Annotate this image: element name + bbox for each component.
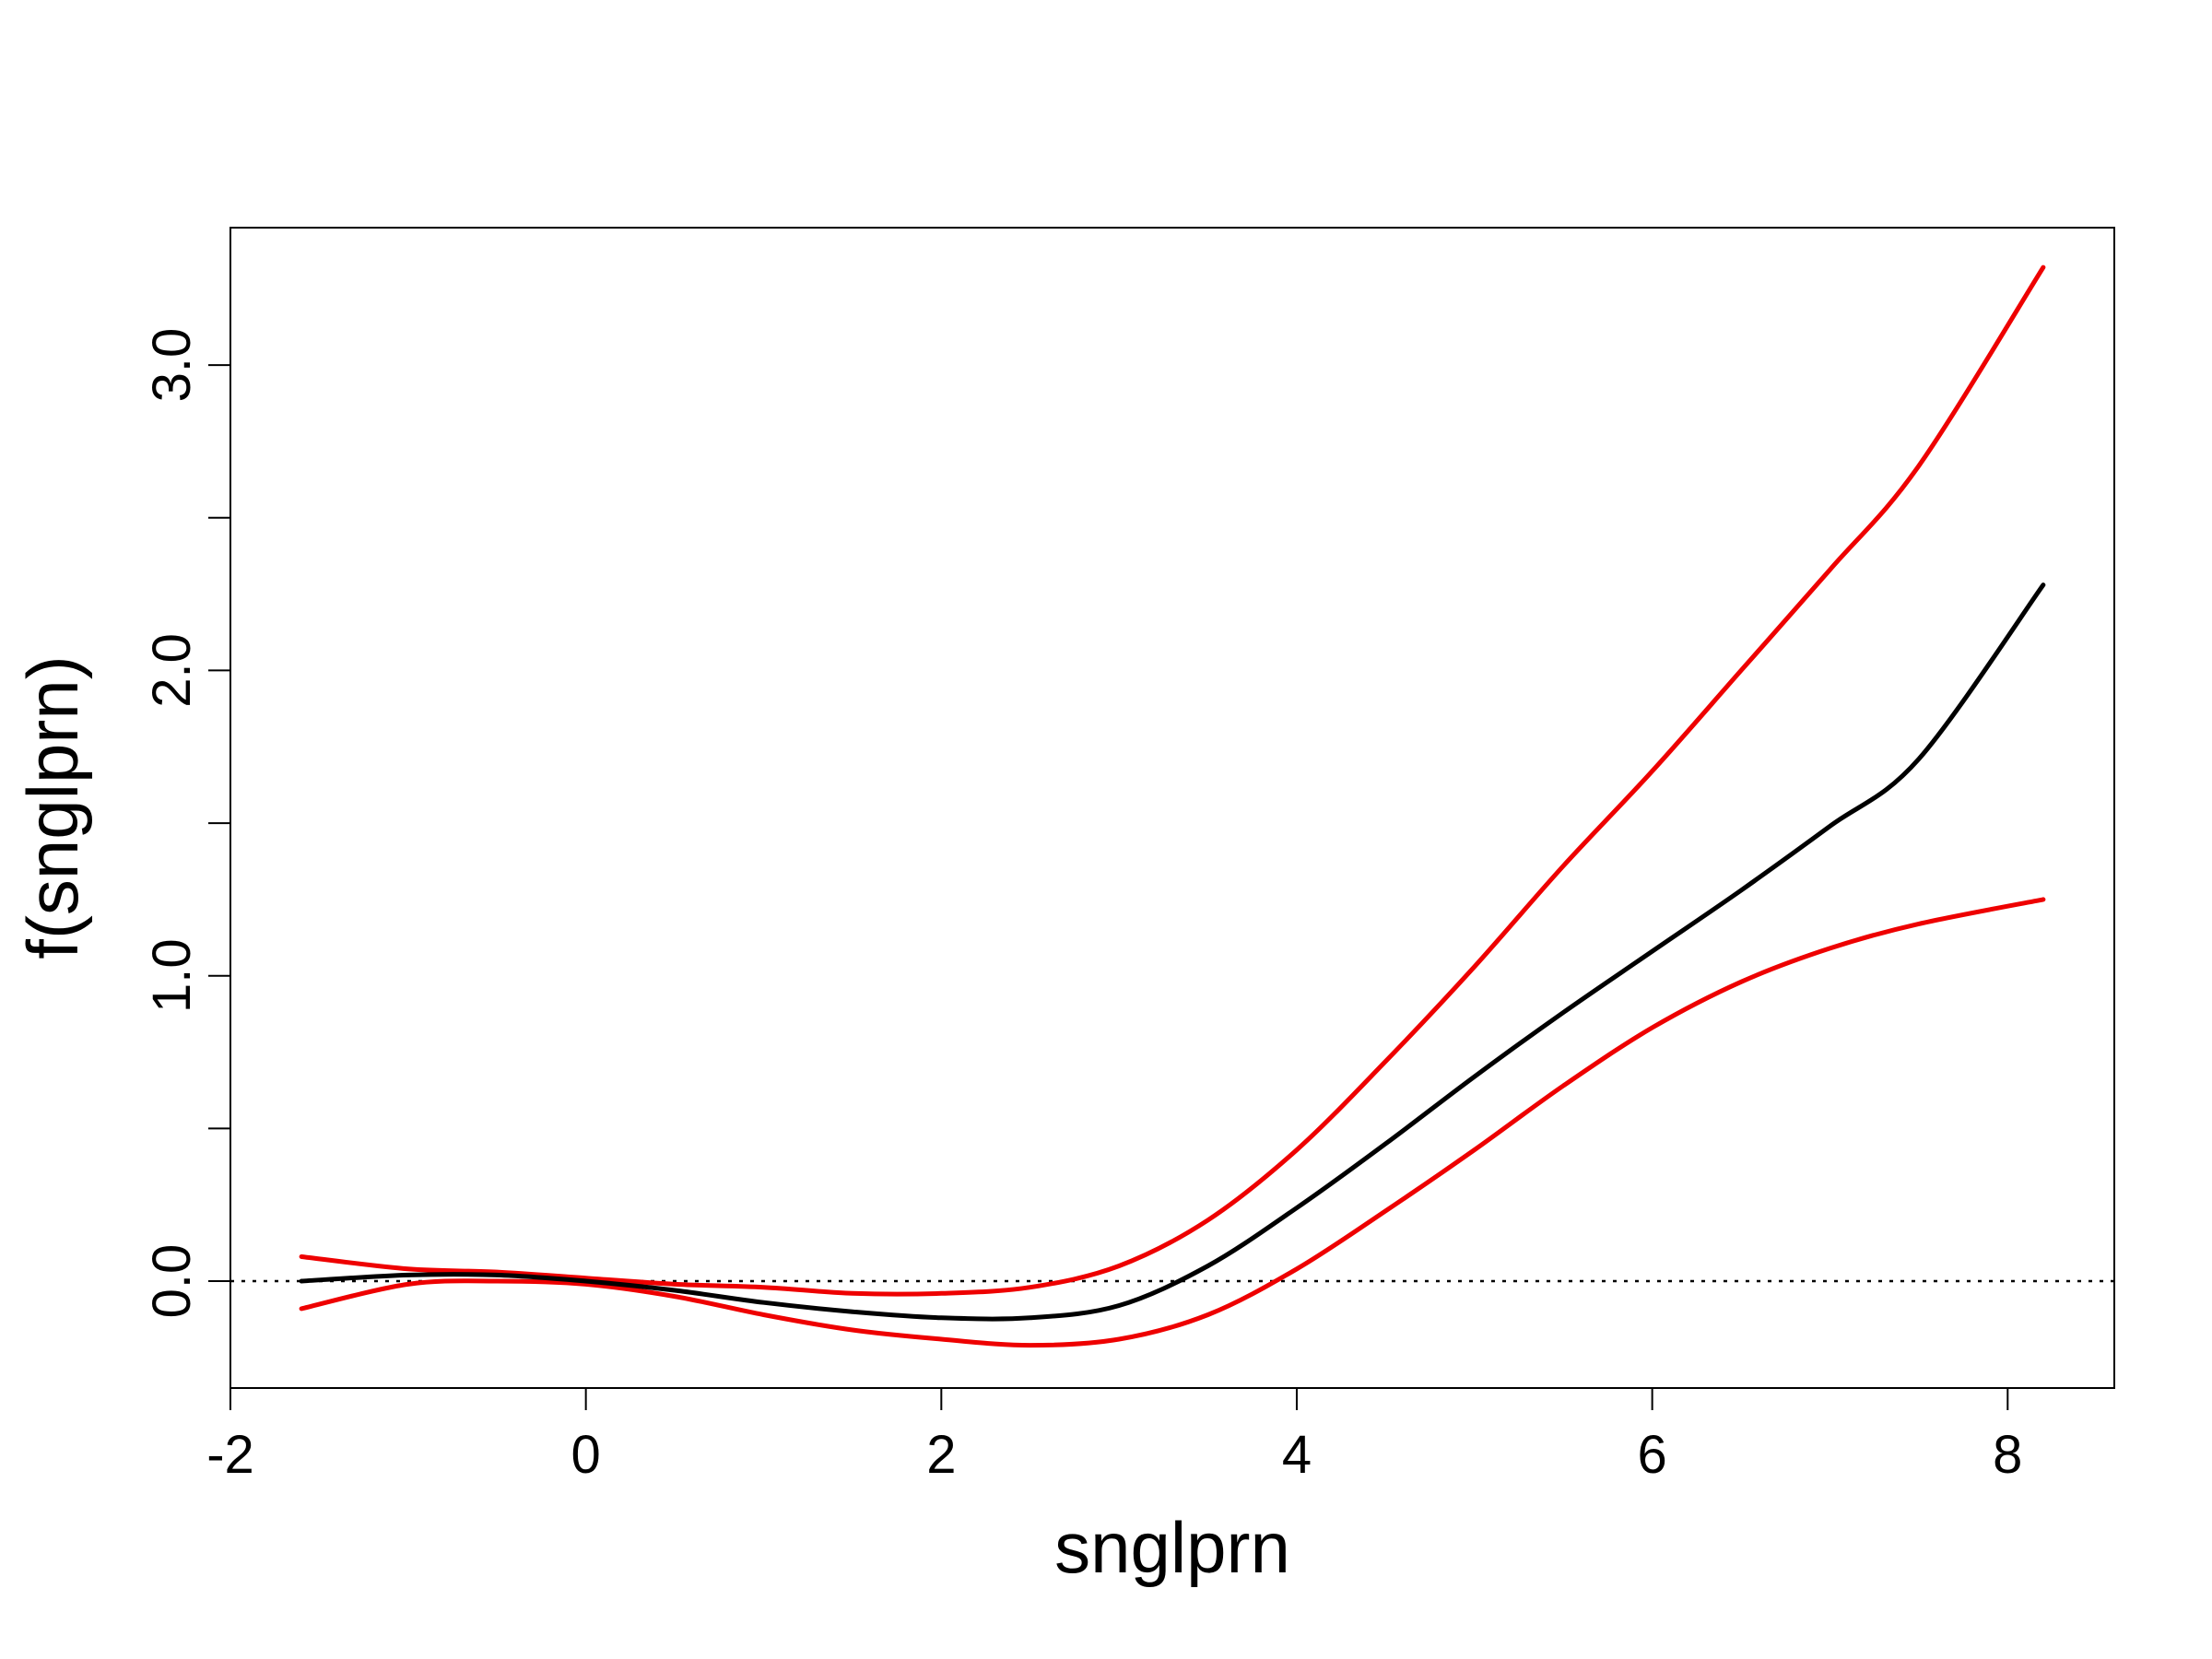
y-tick-label: 2.0 [142,633,202,708]
y-axis: 0.0 1.0 2.0 3.0 [142,328,231,1319]
plot-frame [229,227,2115,1389]
x-tick-label: 4 [1282,1425,1312,1485]
series-layer [299,265,2046,1348]
x-tick-label: -2 [206,1425,254,1485]
series-line-lower-band [299,897,2046,1348]
y-tick-label: 0.0 [142,1244,202,1319]
x-axis-title: snglprn [1054,1507,1290,1588]
x-tick-label: 8 [1993,1425,2022,1485]
x-tick-label: 6 [1638,1425,1667,1485]
y-tick-label: 1.0 [142,938,202,1013]
y-axis-title: f(snglprn) [12,655,93,959]
series-line-estimate [299,582,2046,1322]
y-tick-label: 3.0 [142,328,202,403]
series-line-upper-band [299,265,2046,1297]
x-tick-label: 0 [571,1425,601,1485]
x-axis: -2 0 2 4 6 8 [206,1387,2022,1485]
x-tick-label: 2 [926,1425,956,1485]
